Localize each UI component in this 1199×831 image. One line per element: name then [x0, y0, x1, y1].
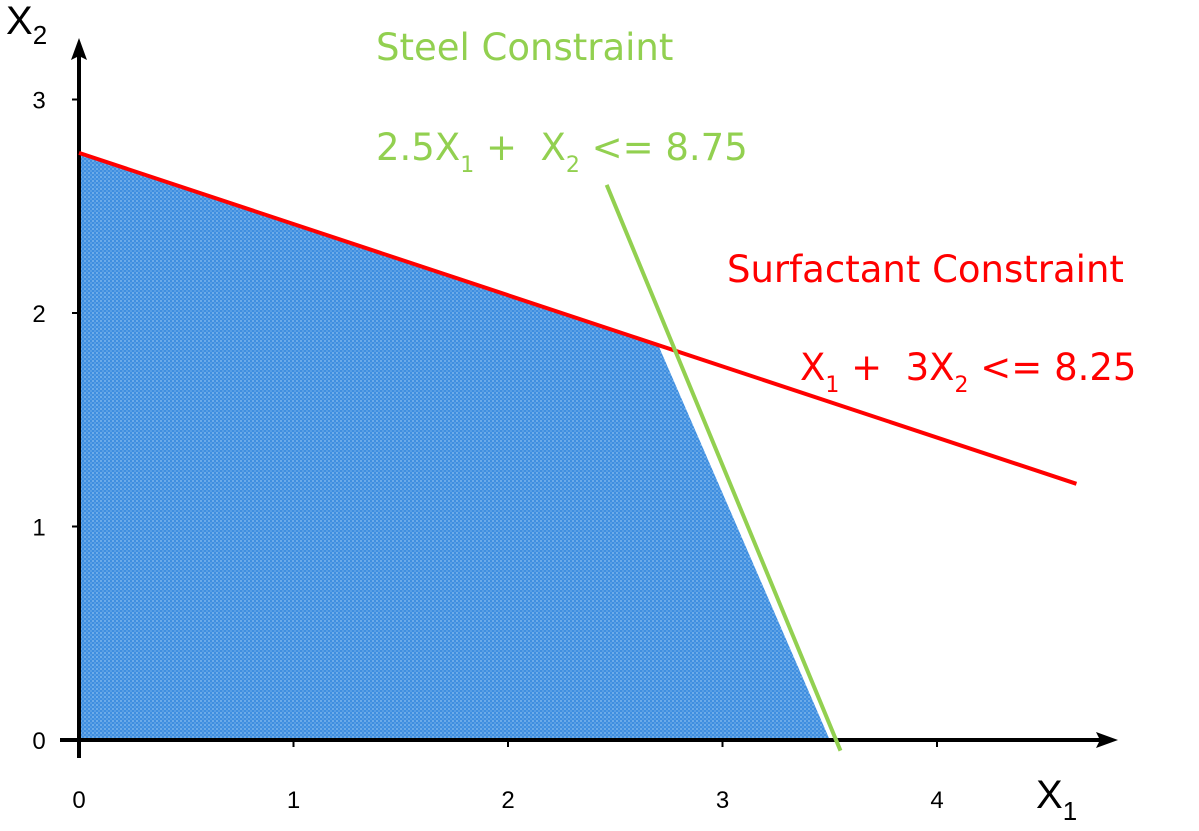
- steel-constraint-label: Steel Constraint: [376, 26, 673, 69]
- surfactant-constraint-label: Surfactant Constraint: [727, 248, 1124, 291]
- surfactant-constraint-expression: X1 + 3X2 <= 8.25: [800, 346, 1136, 398]
- x-tick-label: 4: [930, 787, 943, 814]
- axis-ticks: [72, 98, 938, 747]
- y-tick-label: 3: [32, 88, 45, 115]
- surfactant-constraint-line: [78, 150, 1078, 486]
- axis-tick-labels: 0 1 2 3 4 0 1 2 3: [32, 88, 943, 815]
- x-axis-arrowhead: [1096, 732, 1118, 748]
- y-tick-label: 1: [32, 515, 45, 542]
- x-tick-label: 1: [287, 787, 300, 814]
- feasible-region: [79, 152, 830, 740]
- x-tick-label: 3: [716, 787, 729, 814]
- y-axis-title: X2: [6, 0, 47, 50]
- steel-constraint-line: [604, 184, 843, 752]
- x-tick-label: 2: [501, 787, 514, 814]
- x-axis-title: X1: [1036, 773, 1077, 826]
- y-axis-arrowhead: [71, 38, 87, 60]
- y-tick-label: 0: [32, 728, 45, 755]
- steel-constraint-expression: 2.5X1 + X2 <= 8.75: [376, 126, 748, 178]
- x-tick-label: 0: [72, 787, 85, 814]
- y-tick-label: 2: [32, 301, 45, 328]
